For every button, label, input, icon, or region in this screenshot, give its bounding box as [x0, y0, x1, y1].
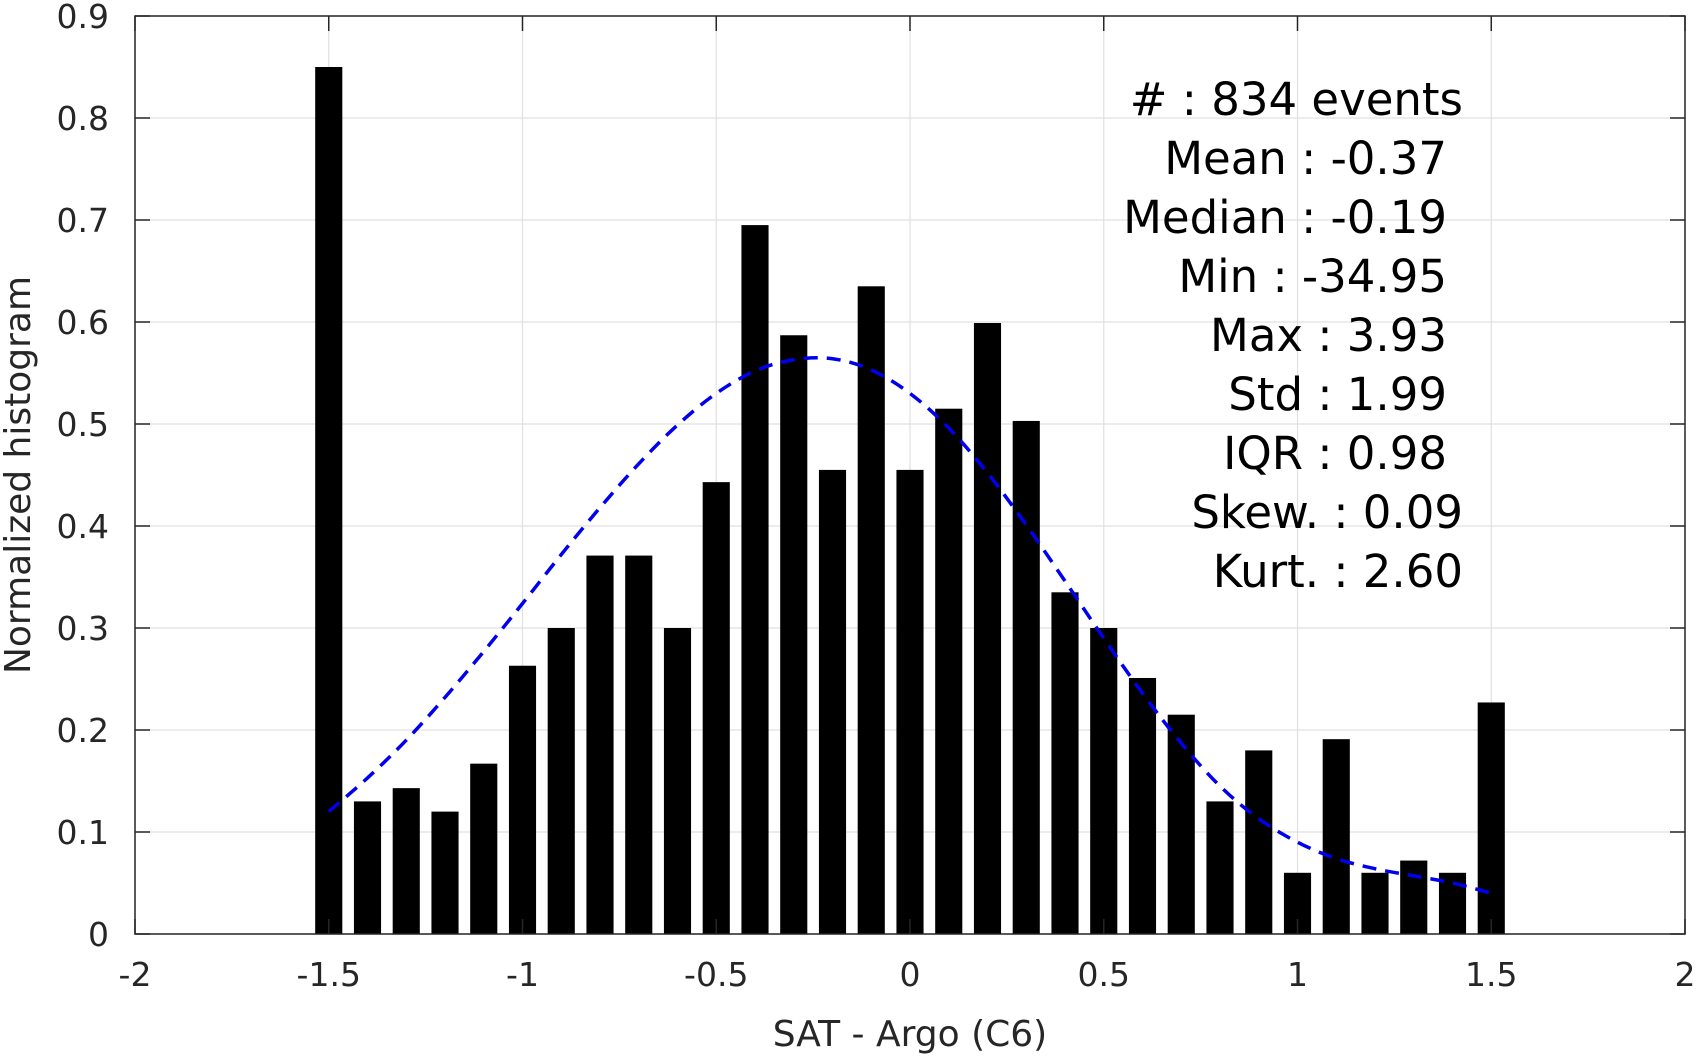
stat-skew: Skew. : 0.09 [1191, 486, 1463, 539]
histogram-bar [1438, 872, 1467, 934]
histogram-bar [431, 811, 459, 934]
y-tick-label: 0 [88, 915, 109, 954]
y-tick-label: 0.2 [57, 711, 109, 750]
stat-max: Max : 3.93 [1210, 309, 1447, 362]
x-tick-label: 2 [1675, 955, 1696, 994]
histogram-bar [392, 788, 420, 934]
x-tick-label: 1 [1287, 955, 1308, 994]
y-tick-label: 0.4 [57, 507, 109, 546]
x-tick-label: -1.5 [297, 955, 361, 994]
histogram-bar [1090, 628, 1118, 934]
histogram-bar [741, 225, 769, 935]
y-tick-label: 0.3 [57, 609, 109, 648]
histogram-bar [1361, 872, 1389, 934]
histogram-bar [780, 335, 808, 934]
histogram-bar [896, 469, 924, 934]
statistics-annotation: # : 834 events Mean : -0.37 Median : -0.… [1123, 73, 1463, 598]
histogram-bar [353, 801, 382, 934]
histogram-bars [315, 67, 1505, 935]
axis-ticks [134, 15, 1686, 935]
stat-min: Min : -34.95 [1178, 250, 1447, 303]
histogram-bar [508, 665, 537, 934]
histogram-bar [663, 628, 692, 934]
histogram-bar [857, 286, 885, 934]
x-tick-label: -0.5 [684, 955, 748, 994]
y-tick-label: 0.9 [57, 0, 109, 36]
x-tick-label: -2 [119, 955, 152, 994]
histogram-bar [1322, 739, 1350, 934]
histogram-bar [1477, 702, 1505, 934]
histogram-bar [1012, 420, 1040, 934]
histogram-bar [935, 408, 963, 934]
histogram-bar [1128, 677, 1157, 934]
y-tick-label: 0.8 [57, 99, 109, 138]
histogram-bar [1400, 860, 1428, 934]
stat-iqr: IQR : 0.98 [1223, 427, 1447, 480]
x-tick-label: 0.5 [1078, 955, 1130, 994]
histogram-bar [547, 628, 575, 934]
x-tick-labels: -2 -1.5 -1 -0.5 0 0.5 1 1.5 2 [119, 955, 1696, 994]
x-tick-label: 0 [900, 955, 921, 994]
stat-std: Std : 1.99 [1228, 368, 1447, 421]
x-tick-label: 1.5 [1465, 955, 1517, 994]
histogram-bar [702, 482, 730, 934]
histogram-bar [1051, 592, 1079, 934]
stat-kurt: Kurt. : 2.60 [1213, 545, 1463, 598]
y-tick-label: 0.7 [57, 201, 109, 240]
normal-fit-curve [327, 356, 1492, 895]
histogram-bar [315, 67, 343, 934]
histogram-bar [625, 555, 653, 934]
histogram-bar [586, 555, 614, 934]
y-tick-label: 0.1 [57, 813, 109, 852]
histogram-bar [1167, 714, 1195, 934]
histogram-bar [973, 323, 1002, 934]
y-tick-label: 0.5 [57, 405, 109, 444]
x-tick-label: -1 [506, 955, 539, 994]
y-axis-label: Normalized histogram [0, 276, 39, 674]
histogram-bar [818, 469, 847, 934]
histogram-bar [470, 763, 498, 934]
stat-count: # : 834 events [1130, 73, 1463, 126]
y-tick-label: 0.6 [57, 303, 109, 342]
x-axis-label: SAT - Argo (C6) [773, 1014, 1047, 1055]
histogram-bar [1245, 750, 1273, 934]
stat-mean: Mean : -0.37 [1164, 132, 1447, 185]
stat-median: Median : -0.19 [1123, 191, 1447, 244]
y-tick-labels: 0 0.1 0.2 0.3 0.4 0.5 0.6 0.7 0.8 0.9 [57, 0, 109, 954]
histogram-bar [1206, 801, 1234, 934]
